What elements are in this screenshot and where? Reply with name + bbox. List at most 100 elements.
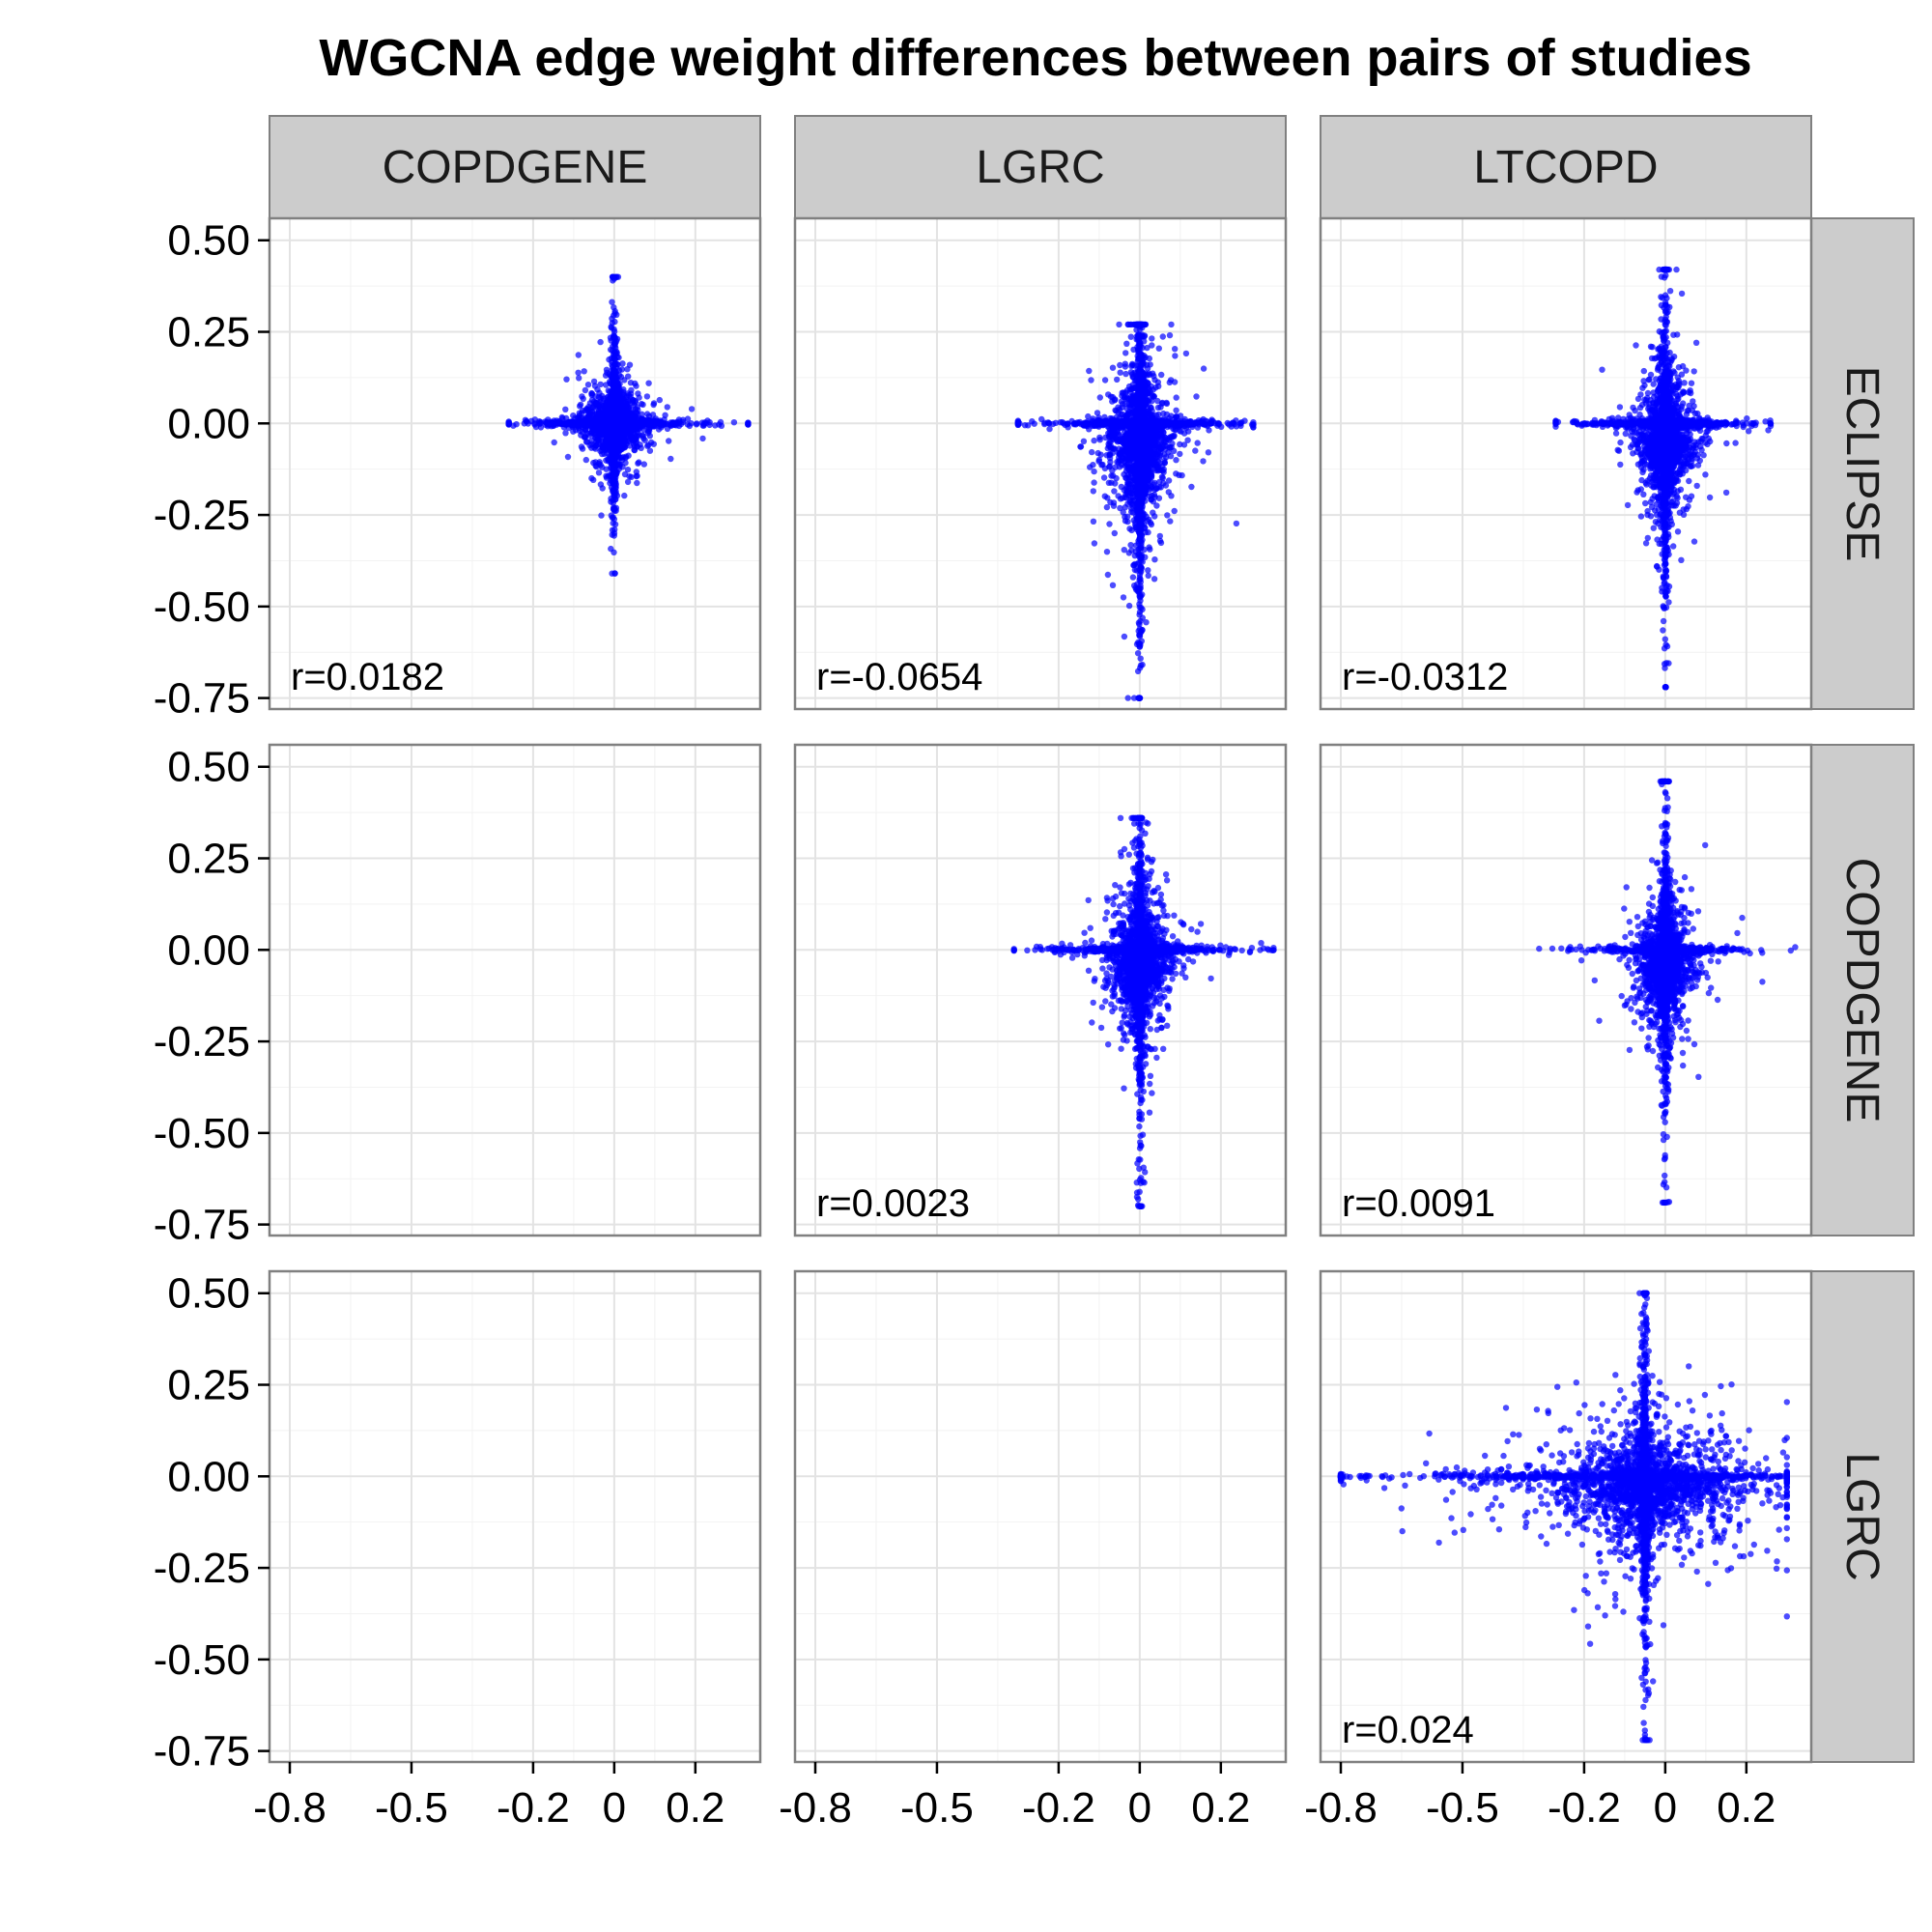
correlation-annotation: r=0.0182 bbox=[291, 656, 444, 698]
scatter-point bbox=[599, 485, 606, 492]
scatter-point bbox=[613, 354, 621, 360]
scatter-point bbox=[1120, 509, 1126, 516]
scatter-point bbox=[1111, 529, 1118, 537]
scatter-point bbox=[603, 446, 610, 453]
scatter-point bbox=[610, 412, 617, 419]
scatter-point bbox=[616, 381, 623, 387]
scatter-point bbox=[1171, 507, 1178, 515]
scatter-point bbox=[588, 437, 595, 444]
scatter-point bbox=[1200, 365, 1208, 372]
scatter-point bbox=[1168, 321, 1175, 328]
scatter-point bbox=[575, 369, 582, 376]
scatter-point bbox=[611, 427, 617, 434]
scatter-point bbox=[1180, 430, 1188, 437]
scatter-point bbox=[1096, 394, 1103, 401]
panel-background bbox=[795, 218, 1286, 709]
scatter-point bbox=[1155, 345, 1162, 352]
scatter-point bbox=[1156, 532, 1163, 540]
scatter-point bbox=[1205, 449, 1212, 456]
scatter-point bbox=[1122, 370, 1129, 378]
scatter-point bbox=[1137, 655, 1144, 662]
scatter-point bbox=[607, 479, 613, 487]
row-strip bbox=[1810, 744, 1915, 1236]
scatter-point bbox=[1124, 695, 1131, 701]
scatter-point bbox=[1131, 582, 1138, 589]
scatter-point bbox=[1145, 567, 1151, 574]
scatter-point bbox=[1130, 346, 1137, 354]
scatter-point bbox=[611, 529, 618, 537]
scatter-point bbox=[1031, 420, 1037, 427]
scatter-point bbox=[582, 386, 589, 394]
column-strip bbox=[1320, 115, 1812, 219]
scatter-point bbox=[634, 479, 640, 487]
scatter-point bbox=[1173, 394, 1179, 401]
scatter-point bbox=[610, 334, 617, 341]
scatter-point bbox=[1086, 426, 1093, 433]
scatter-point bbox=[621, 444, 629, 451]
facet-panel: r=-0.0654 bbox=[793, 216, 1288, 711]
scatter-point bbox=[582, 456, 589, 464]
scatter-point bbox=[1120, 594, 1127, 601]
scatter-point bbox=[599, 464, 606, 470]
scatter-point bbox=[621, 492, 628, 499]
scatter-point bbox=[579, 410, 585, 416]
scatter-point bbox=[633, 383, 639, 389]
scatter-point bbox=[1172, 346, 1179, 353]
scatter-point bbox=[675, 422, 683, 430]
column-strip-label: LTCOPD bbox=[1473, 142, 1658, 193]
scatter-point bbox=[589, 418, 597, 426]
scatter-point bbox=[1176, 471, 1182, 478]
scatter-point bbox=[1130, 561, 1138, 569]
scatter-point bbox=[1188, 483, 1195, 491]
scatter-point bbox=[626, 424, 634, 432]
scatter-point bbox=[1101, 493, 1108, 499]
scatter-point bbox=[590, 459, 597, 467]
scatter-point bbox=[599, 392, 606, 400]
scatter-point bbox=[624, 366, 631, 373]
row-strip-label: COPDGENE bbox=[1836, 858, 1888, 1123]
scatter-point bbox=[551, 439, 557, 446]
scatter-point bbox=[527, 417, 535, 424]
scatter-point bbox=[597, 407, 605, 413]
scatter-point bbox=[1127, 333, 1134, 340]
scatter-point bbox=[611, 304, 617, 311]
scatter-point bbox=[600, 412, 607, 419]
scatter-point bbox=[570, 428, 577, 435]
scatter-point bbox=[537, 418, 544, 425]
scatter-point bbox=[1116, 321, 1122, 328]
scatter-point bbox=[656, 396, 663, 404]
scatter-point bbox=[551, 418, 557, 426]
scatter-point bbox=[611, 507, 618, 514]
scatter-point bbox=[577, 427, 583, 435]
scatter-point bbox=[1091, 437, 1097, 444]
scatter-point bbox=[688, 420, 695, 427]
scatter-point bbox=[597, 338, 604, 346]
scatter-point bbox=[645, 380, 652, 386]
scatter-point bbox=[1164, 512, 1171, 519]
scatter-point bbox=[643, 393, 651, 400]
scatter-point bbox=[1149, 342, 1155, 349]
scatter-point bbox=[1163, 400, 1171, 408]
scatter-point bbox=[668, 455, 674, 463]
scatter-point bbox=[611, 404, 618, 411]
scatter-point bbox=[1159, 333, 1166, 340]
scatter-point bbox=[608, 324, 614, 330]
row-strip-label: ECLIPSE bbox=[1836, 366, 1888, 562]
chart-title: WGCNA edge weight differences between pa… bbox=[319, 29, 1751, 87]
scatter-point bbox=[1122, 495, 1130, 501]
scatter-point bbox=[590, 404, 597, 411]
scatter-point bbox=[1182, 350, 1190, 357]
scatter-point bbox=[592, 441, 600, 449]
scatter-point bbox=[1139, 661, 1146, 668]
scatter-point bbox=[1146, 355, 1152, 362]
scatter-point bbox=[688, 406, 696, 412]
scatter-point bbox=[645, 412, 653, 419]
scatter-point bbox=[611, 489, 618, 496]
scatter-point bbox=[694, 420, 700, 427]
scatter-point bbox=[613, 273, 620, 280]
scatter-point bbox=[588, 474, 595, 482]
scatter-point bbox=[1159, 474, 1166, 481]
scatter-point bbox=[1122, 363, 1129, 370]
column-strip-label: LGRC bbox=[976, 142, 1104, 193]
scatter-point bbox=[658, 424, 665, 431]
